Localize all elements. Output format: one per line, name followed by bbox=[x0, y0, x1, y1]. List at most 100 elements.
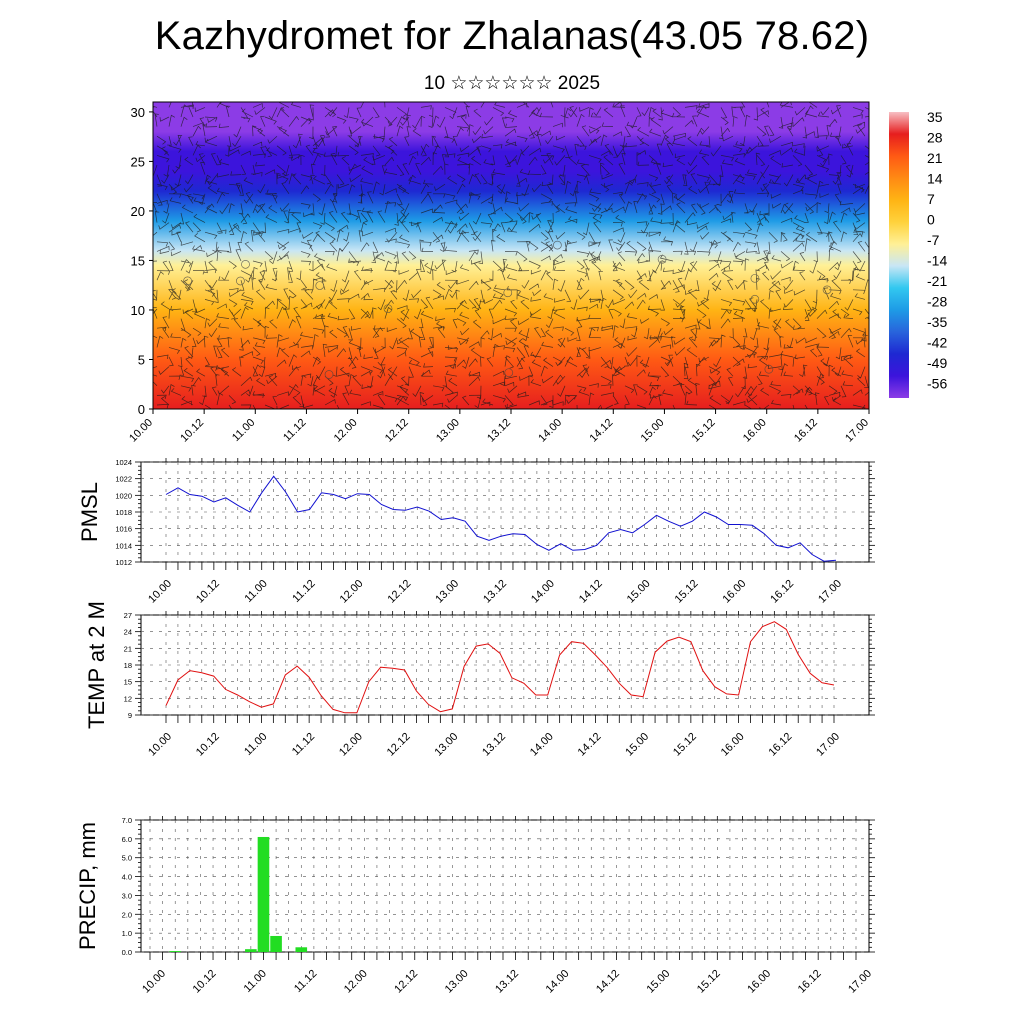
panel-y-tick-label: 5.0 bbox=[122, 854, 132, 863]
colorbar-label: 14 bbox=[927, 171, 943, 187]
panel-grid bbox=[141, 819, 869, 953]
panel-x-tick-label: 12.12 bbox=[385, 731, 413, 759]
panel-y-tick-label: 1016 bbox=[115, 525, 132, 534]
series-line bbox=[165, 475, 837, 562]
colorbar-label: -56 bbox=[927, 376, 947, 392]
panel-y-tick-label: 1.0 bbox=[122, 929, 132, 938]
colorbar-label: -42 bbox=[927, 335, 947, 351]
panel-x-tick-label: 13.00 bbox=[433, 578, 461, 606]
panel-x-tick-label: 16.00 bbox=[719, 731, 747, 759]
panel-x-tick-label: 17.00 bbox=[846, 968, 874, 996]
panel-ticks bbox=[135, 611, 875, 723]
panel-x-tick-label: 14.12 bbox=[594, 968, 622, 996]
top-y-tick-label: 10 bbox=[131, 303, 145, 318]
panel-x-tick-label: 11.12 bbox=[292, 968, 319, 995]
panel-y-tick-label: 27 bbox=[124, 611, 132, 620]
panel-x-tick-label: 13.12 bbox=[480, 731, 508, 759]
panel-y-axis-title: PMSL bbox=[77, 482, 102, 542]
colorbar-label: -35 bbox=[927, 314, 947, 330]
panel-y-axis-title: PRECIP, mm bbox=[75, 822, 100, 950]
panel-y-tick-label: 1014 bbox=[115, 541, 132, 550]
chart-subtitle: 10 ☆☆☆☆☆☆ 2025 bbox=[423, 73, 601, 94]
precip-bar bbox=[295, 947, 308, 952]
colorbar: 35 28 21 14 7 0 -7 -14 -21 -28 -35 -42 -49 -56 bbox=[889, 109, 947, 398]
colorbar-label: 28 bbox=[927, 130, 943, 146]
panel-x-tick-label: 11.00 bbox=[242, 578, 269, 605]
panel-y-tick-label: 2.0 bbox=[122, 910, 132, 919]
panel-y-tick-label: 21 bbox=[124, 644, 132, 653]
panel-x-tick-label: 15.12 bbox=[671, 731, 699, 759]
panel-y-tick-label: 4.0 bbox=[122, 873, 132, 882]
panel-x-tick-label: 12.00 bbox=[342, 968, 370, 996]
panel-x-tick-label: 12.12 bbox=[385, 578, 413, 606]
panel-y-tick-label: 24 bbox=[124, 628, 132, 637]
panel-x-tick-label: 15.12 bbox=[695, 968, 723, 996]
wind-barbs bbox=[153, 102, 869, 409]
panel-x-tick-label: 15.00 bbox=[644, 968, 672, 996]
colorbar-label: 0 bbox=[927, 212, 935, 228]
panel-y-axis-title: TEMP at 2 M bbox=[84, 601, 109, 729]
panel-frame bbox=[140, 819, 870, 953]
top-x-tick-label: 13.00 bbox=[434, 417, 462, 445]
top-x-tick-label: 16.00 bbox=[741, 417, 769, 445]
panel-x-tick-label: 16.00 bbox=[745, 968, 773, 996]
top-y-tick-label: 25 bbox=[131, 154, 145, 169]
colorbar-label: -7 bbox=[927, 232, 940, 248]
colorbar-label: 7 bbox=[927, 191, 935, 207]
panel-x-tick-label: 15.00 bbox=[623, 731, 651, 759]
top-x-tick-label: 12.12 bbox=[383, 417, 411, 445]
panel-x-tick-label: 10.12 bbox=[191, 968, 219, 996]
panel-x-tick-label: 16.00 bbox=[720, 578, 748, 606]
panel-x-tick-label: 14.12 bbox=[576, 731, 604, 759]
precip-bar bbox=[270, 935, 282, 952]
colorbar-label: -49 bbox=[927, 355, 947, 371]
panel-x-tick-label: 16.12 bbox=[766, 731, 794, 759]
panel-x-tick-label: 15.12 bbox=[673, 578, 701, 606]
panel-grid bbox=[141, 614, 869, 716]
temperature-field bbox=[153, 102, 869, 409]
panel-x-tick-label: 11.00 bbox=[242, 731, 269, 758]
panel-x-tick-label: 13.00 bbox=[443, 968, 471, 996]
panel-x-tick-label: 10.00 bbox=[140, 968, 168, 996]
colorbar-label: -14 bbox=[927, 253, 947, 269]
top-x-tick-label: 11.12 bbox=[281, 417, 308, 444]
precip-bar bbox=[245, 949, 257, 952]
top-x-tick-label: 13.12 bbox=[485, 417, 513, 445]
temperature-wind-panel: 0 5 10 15 20 25 30 10.00 10.12 11.00 11.12 12.00 12.… bbox=[127, 101, 871, 445]
panel-y-tick-label: 1018 bbox=[115, 508, 132, 517]
panel-x-tick-label: 14.00 bbox=[529, 578, 557, 606]
top-x-tick-label: 10.00 bbox=[127, 417, 155, 445]
chart-title: Kazhydromet for Zhalanas(43.05 78.62) bbox=[154, 14, 870, 58]
panel-ticks bbox=[135, 816, 875, 960]
panel-x-tick-label: 13.12 bbox=[481, 578, 509, 606]
panel-x-tick-label: 12.12 bbox=[392, 968, 420, 996]
top-x-tick-label: 14.12 bbox=[587, 417, 615, 445]
top-y-tick-label: 5 bbox=[138, 352, 145, 367]
panel-x-tick-label: 10.00 bbox=[146, 731, 174, 759]
precipitation-panel: 0.0 1.0 2.0 3.0 4.0 5.0 6.0 7.0 PRECIP, mm 10.00 1… bbox=[75, 816, 875, 996]
top-x-tick-label: 10.12 bbox=[178, 417, 206, 445]
top-y-tick-label: 15 bbox=[131, 253, 145, 268]
temperature-2m-panel: 9 12 15 18 21 24 27 TEMP at 2 M 10.00 10.12 11.00 1… bbox=[84, 601, 875, 759]
panel-y-tick-label: 9 bbox=[128, 711, 132, 720]
panel-x-tick-label: 12.00 bbox=[337, 731, 365, 759]
panel-x-tick-label: 16.12 bbox=[796, 968, 824, 996]
top-y-tick-label: 0 bbox=[138, 402, 145, 417]
top-x-tick-label: 12.00 bbox=[332, 417, 360, 445]
series-line bbox=[165, 621, 835, 714]
top-x-tick-label: 16.12 bbox=[792, 417, 820, 445]
panel-x-tick-label: 11.00 bbox=[242, 968, 269, 995]
top-x-tick-label: 14.00 bbox=[536, 417, 564, 445]
panel-x-tick-label: 16.12 bbox=[768, 578, 796, 606]
panel-x-tick-label: 17.00 bbox=[816, 578, 844, 606]
top-y-tick-label: 30 bbox=[131, 105, 145, 120]
top-x-tick-label: 11.00 bbox=[230, 417, 257, 444]
panel-y-tick-label: 18 bbox=[124, 661, 132, 670]
top-y-tick-label: 20 bbox=[131, 204, 145, 219]
panel-y-tick-label: 6.0 bbox=[122, 835, 132, 844]
panel-x-tick-label: 10.12 bbox=[194, 578, 222, 606]
top-x-tick-label: 15.12 bbox=[690, 417, 718, 445]
panel-x-tick-label: 13.00 bbox=[432, 731, 460, 759]
panel-y-tick-label: 7.0 bbox=[122, 816, 132, 825]
panel-y-tick-label: 3.0 bbox=[122, 891, 132, 900]
